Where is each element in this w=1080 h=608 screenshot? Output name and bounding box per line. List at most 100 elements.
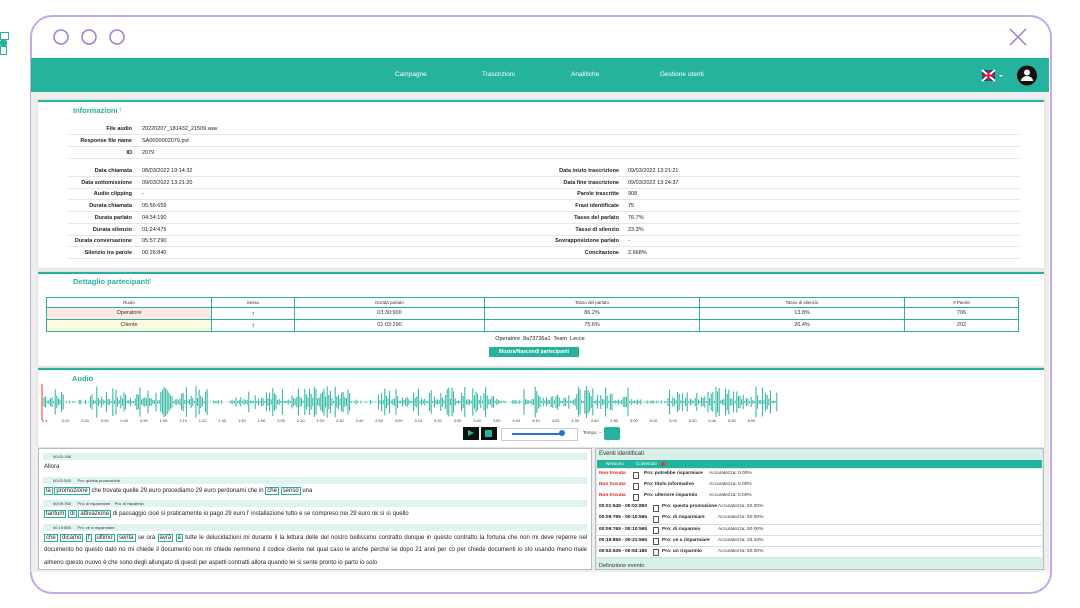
event-row[interactable]: [597, 524, 1042, 536]
word[interactable]: la: [279, 534, 285, 541]
keyword[interactable]: ultimo: [94, 533, 115, 542]
word[interactable]: tutte: [185, 534, 197, 541]
events-tab[interactable]: Contenuto: [636, 461, 657, 466]
word[interactable]: tutto: [285, 511, 298, 517]
word[interactable]: non: [192, 547, 203, 553]
keyword[interactable]: senso: [280, 486, 301, 495]
word[interactable]: dopo: [399, 547, 414, 553]
word[interactable]: Allora: [44, 464, 60, 470]
word[interactable]: si: [297, 559, 302, 566]
word[interactable]: documento: [44, 547, 74, 553]
word[interactable]: cioè: [148, 511, 160, 517]
word[interactable]: parto: [344, 559, 359, 566]
word[interactable]: installazione: [251, 511, 285, 517]
word[interactable]: questi: [180, 559, 197, 566]
nav-item[interactable]: Analitiche: [571, 71, 600, 78]
word[interactable]: praticamente: [167, 511, 202, 517]
word[interactable]: euro: [233, 511, 246, 517]
word[interactable]: che: [507, 534, 518, 541]
word[interactable]: chiede: [136, 547, 155, 553]
word[interactable]: e: [299, 511, 303, 517]
word[interactable]: chiede: [213, 547, 232, 553]
word[interactable]: delucidazioni: [206, 534, 241, 541]
event-row[interactable]: [597, 469, 1042, 481]
word[interactable]: io: [203, 511, 209, 517]
word[interactable]: male: [573, 547, 587, 553]
word[interactable]: sì: [379, 511, 385, 517]
word[interactable]: l': [246, 511, 250, 517]
word[interactable]: questo: [433, 534, 452, 541]
word[interactable]: usando: [534, 547, 555, 553]
toggle-participants-button[interactable]: Mostra/Nascondi partecipanti: [489, 347, 579, 357]
word[interactable]: sto: [524, 547, 533, 553]
word[interactable]: allora: [251, 559, 266, 566]
word[interactable]: per: [437, 547, 447, 553]
word[interactable]: una: [302, 487, 313, 494]
word[interactable]: cliente: [286, 547, 305, 553]
word[interactable]: il: [262, 547, 266, 553]
word[interactable]: ora: [146, 534, 156, 541]
word[interactable]: euro: [148, 487, 161, 494]
word[interactable]: anche: [352, 547, 369, 553]
word[interactable]: questo: [65, 559, 84, 566]
word[interactable]: delle: [305, 534, 319, 541]
word[interactable]: pronto: [319, 559, 337, 566]
events-tab[interactable]: Nessuno: [606, 461, 624, 466]
nav-item[interactable]: Campagne: [395, 71, 427, 78]
word[interactable]: trovate: [102, 487, 122, 494]
word[interactable]: 29: [195, 487, 203, 494]
keyword[interactable]: avrà: [157, 533, 174, 542]
word[interactable]: quelle: [122, 487, 139, 494]
waveform[interactable]: [40, 382, 800, 422]
word[interactable]: pago: [209, 511, 224, 517]
event-row[interactable]: [597, 502, 1042, 514]
word[interactable]: dunque: [404, 534, 425, 541]
nav-item[interactable]: Trascrizioni: [482, 71, 515, 78]
word[interactable]: perdonami: [217, 487, 246, 494]
word[interactable]: passaggio: [119, 511, 147, 517]
word[interactable]: anni: [424, 547, 436, 553]
word[interactable]: bellissimo: [350, 534, 377, 541]
word[interactable]: aspetti: [208, 559, 227, 566]
word[interactable]: nostro: [330, 534, 348, 541]
word[interactable]: compreso: [312, 511, 339, 517]
keyword[interactable]: promozione: [54, 486, 90, 495]
word[interactable]: quando: [267, 559, 288, 566]
word[interactable]: contratto: [378, 534, 403, 541]
word[interactable]: euro: [203, 487, 216, 494]
keyword[interactable]: di: [68, 510, 77, 518]
word[interactable]: mi: [205, 547, 212, 553]
word[interactable]: lettura: [286, 534, 304, 541]
word[interactable]: ho: [75, 547, 83, 553]
word[interactable]: nuovo: [85, 559, 102, 566]
word[interactable]: per: [457, 547, 466, 553]
word[interactable]: se: [137, 534, 145, 541]
word[interactable]: co: [448, 547, 455, 553]
word[interactable]: solo: [366, 559, 378, 566]
word[interactable]: non: [519, 534, 530, 541]
word[interactable]: sì: [160, 511, 166, 517]
word[interactable]: di: [112, 511, 118, 517]
word[interactable]: mi: [532, 534, 539, 541]
word[interactable]: no: [118, 547, 126, 553]
keyword[interactable]: che: [44, 533, 58, 542]
word[interactable]: le: [345, 547, 350, 553]
word[interactable]: reperire: [556, 534, 577, 541]
word[interactable]: le: [199, 534, 204, 541]
word[interactable]: allungato: [148, 559, 173, 566]
word[interactable]: 29: [140, 487, 148, 494]
word[interactable]: deve: [540, 534, 554, 541]
keyword[interactable]: che: [265, 486, 279, 495]
word[interactable]: è: [103, 559, 107, 566]
word[interactable]: io: [517, 547, 523, 553]
word[interactable]: ok: [371, 511, 379, 517]
word[interactable]: io: [338, 559, 343, 566]
keyword[interactable]: dicamo: [60, 533, 84, 542]
word[interactable]: che: [108, 559, 118, 566]
word[interactable]: sente: [303, 559, 318, 566]
speed-button[interactable]: [604, 427, 620, 440]
word[interactable]: nemmeno: [233, 547, 261, 553]
word[interactable]: del: [320, 534, 329, 541]
word[interactable]: almeno: [44, 559, 64, 566]
word[interactable]: durante: [251, 534, 273, 541]
